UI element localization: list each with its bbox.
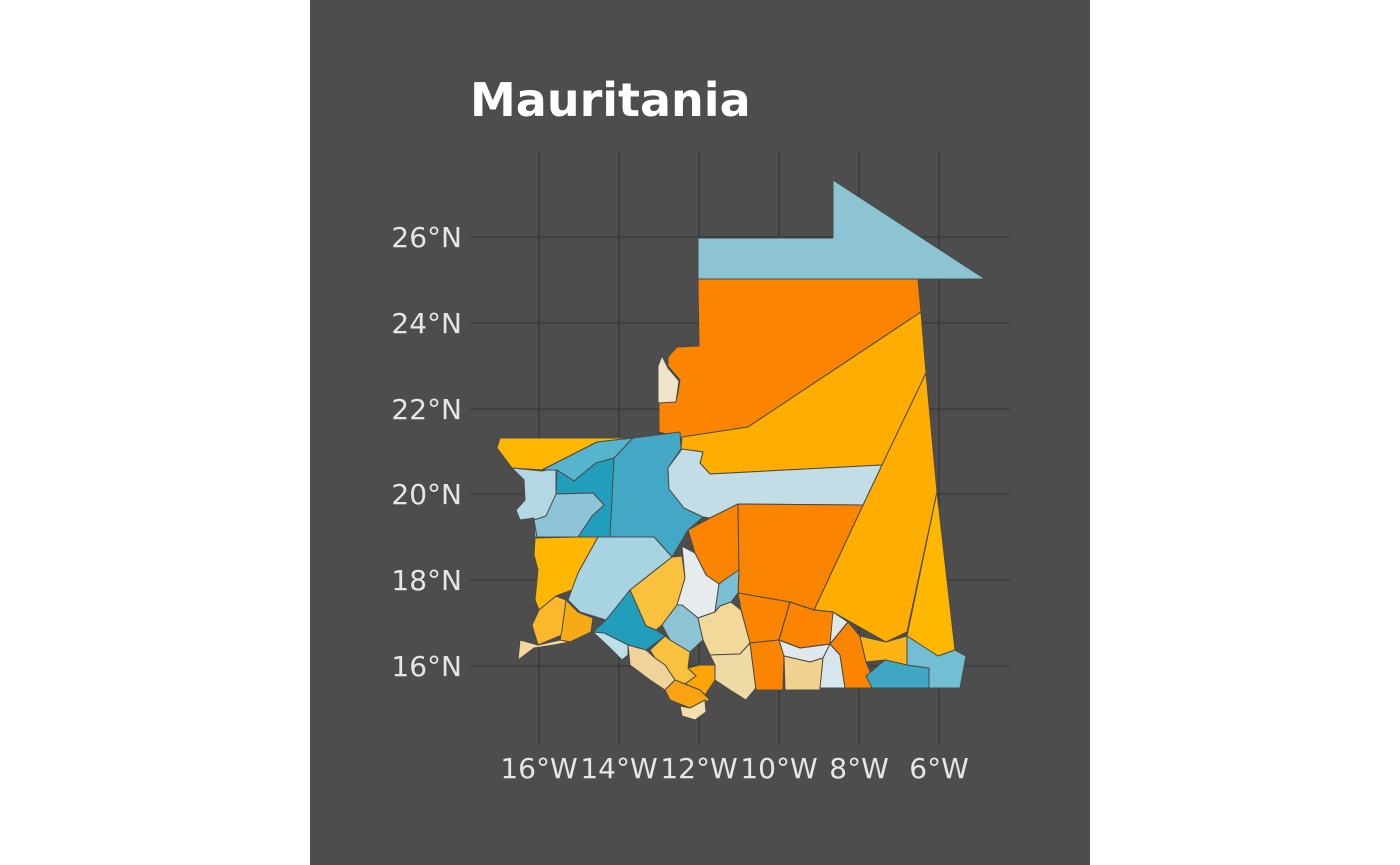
y-tick-label: 24°N <box>391 307 462 340</box>
region-guidimaka-b <box>679 699 707 721</box>
y-tick-label: 22°N <box>391 393 462 426</box>
plot-panel: Mauritania 26°N 24°N 22°N 20°N 18°N 16°N <box>310 0 1090 865</box>
region-guidimaka-a <box>684 664 716 696</box>
x-tick-label: 12°W <box>660 752 737 785</box>
y-tick-label: 20°N <box>391 478 462 511</box>
region-zemmour-panhandle <box>657 355 680 404</box>
y-axis-labels: 26°N 24°N 22°N 20°N 18°N 16°N <box>391 221 462 683</box>
region-coast-light <box>592 631 629 661</box>
map-svg: Mauritania 26°N 24°N 22°N 20°N 18°N 16°N <box>391 73 1010 785</box>
x-tick-label: 8°W <box>829 752 889 785</box>
region-coast-tan <box>517 639 571 661</box>
regions <box>496 179 986 721</box>
region-aioun-tan <box>783 655 824 691</box>
x-tick-label: 6°W <box>909 752 969 785</box>
x-tick-label: 16°W <box>500 752 577 785</box>
region-tidjikja-mid <box>778 601 849 649</box>
x-tick-label: 10°W <box>740 752 817 785</box>
y-tick-label: 26°N <box>391 221 462 254</box>
region-gorgol-tan <box>697 601 751 656</box>
y-tick-label: 18°N <box>391 564 462 597</box>
region-hodh-blue-b <box>906 635 967 689</box>
y-tick-label: 16°N <box>391 650 462 683</box>
map-title: Mauritania <box>470 73 751 127</box>
x-axis-labels: 16°W 14°W 12°W 10°W 8°W 6°W <box>500 752 968 785</box>
x-tick-label: 14°W <box>580 752 657 785</box>
region-guidimaka-c <box>709 642 757 701</box>
region-rosso-b <box>559 599 594 643</box>
region-kiffa <box>749 639 785 691</box>
region-tiris-north <box>697 179 986 280</box>
